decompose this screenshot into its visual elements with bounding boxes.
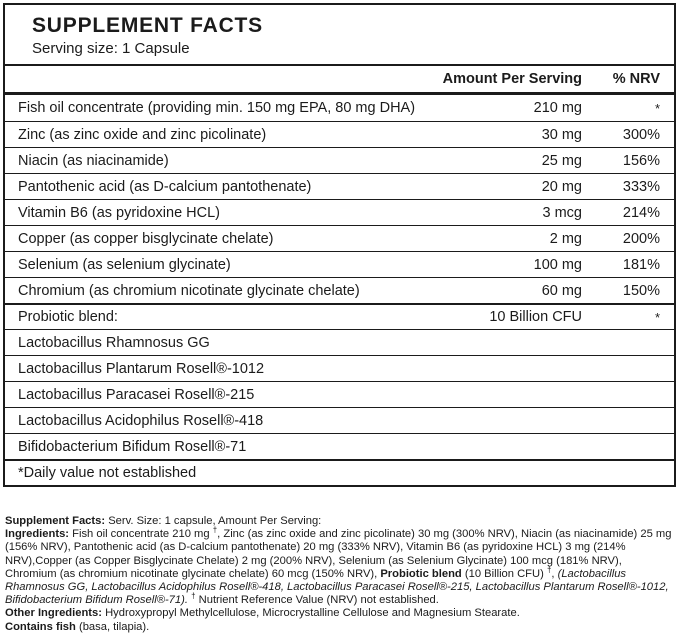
row-name: Chromium (as chromium nicotinate glycina…	[18, 282, 360, 299]
table-row-pantothenic-acid: Pantothenic acid (as D-calcium pantothen…	[5, 173, 674, 199]
table-row-l-plantarum: Lactobacillus Plantarum Rosell®-1012	[5, 355, 674, 381]
row-amount: 30 mg	[541, 126, 582, 143]
row-name: Fish oil concentrate (providing min. 150…	[18, 100, 416, 116]
row-amount: 60 mg	[541, 282, 582, 299]
table-column-header: Amount Per Serving % NRV	[5, 64, 674, 95]
row-name: Pantothenic acid (as D-calcium pantothen…	[18, 178, 312, 195]
row-name: *Daily value not established	[18, 465, 197, 481]
table-row-selenium: Selenium (as selenium glycinate) 100 mg …	[5, 251, 674, 277]
row-name: Copper (as copper bisglycinate chelate)	[18, 230, 274, 247]
footnote-species-italic: (Lactobacillus Rhamnosus GG, Lactobacill…	[5, 567, 669, 607]
row-nrv: 200%	[622, 230, 660, 247]
row-name: Zinc (as zinc oxide and zinc picolinate)	[18, 126, 267, 143]
row-amount: 100 mg	[533, 256, 582, 273]
row-amount: 25 mg	[541, 152, 582, 169]
footnote-section: Supplement Facts: Serv. Size: 1 capsule,…	[5, 515, 675, 634]
footnote-ingredients-label: Ingredients:	[5, 528, 70, 541]
row-amount: 3 mcg	[542, 204, 583, 221]
row-name: Lactobacillus Paracasei Rosell®-215	[18, 386, 255, 403]
footnote-serving-label: Supplement Facts:	[5, 515, 106, 527]
row-name: Bifidobacterium Bifidum Rosell®-71	[18, 438, 247, 455]
footnote-contains-label: Contains fish	[5, 620, 76, 633]
table-row-b-bifidum: Bifidobacterium Bifidum Rosell®-71	[5, 433, 674, 459]
row-name: Lactobacillus Rhamnosus GG	[18, 334, 210, 351]
row-amount: 210 mg	[533, 100, 582, 116]
row-nrv: 156%	[622, 152, 660, 169]
row-name: Lactobacillus Acidophilus Rosell®-418	[18, 412, 264, 429]
table-row-zinc: Zinc (as zinc oxide and zinc picolinate)…	[5, 121, 674, 147]
row-nrv: 181%	[622, 256, 660, 273]
footnote-probiotic-bold: Probiotic blend	[380, 567, 462, 580]
facts-title: SUPPLEMENT FACTS	[32, 14, 263, 37]
panel-header: SUPPLEMENT FACTS Serving size: 1 Capsule	[5, 5, 674, 64]
column-header-amount: Amount Per Serving	[442, 71, 582, 87]
footnote-other-label: Other Ingredients:	[5, 607, 102, 620]
row-amount: 2 mg	[549, 230, 582, 247]
serving-size: Serving size: 1 Capsule	[32, 40, 190, 57]
footnote-text: ,	[551, 567, 558, 580]
footnote-other-ingredients: Other Ingredients: Hydroxypropyl Methylc…	[5, 607, 675, 620]
supplement-facts-panel: SUPPLEMENT FACTS Serving size: 1 Capsule…	[3, 3, 676, 487]
table-row-chromium: Chromium (as chromium nicotinate glycina…	[5, 277, 674, 303]
row-name: Selenium (as selenium glycinate)	[18, 256, 231, 273]
table-row-fish-oil: Fish oil concentrate (providing min. 150…	[5, 95, 674, 121]
table-row-daily-value-note: *Daily value not established	[5, 459, 674, 485]
footnote-text: Fish oil concentrate 210 mg	[69, 528, 213, 541]
footnote-serving-text: Serv. Size: 1 capsule, Amount Per Servin…	[105, 515, 322, 527]
footnote-ingredients: Ingredients: Fish oil concentrate 210 mg…	[5, 525, 675, 607]
row-nrv: *	[654, 100, 660, 116]
dagger-symbol: †	[212, 525, 218, 535]
table-row-probiotic-blend: Probiotic blend: 10 Billion CFU *	[5, 303, 674, 329]
row-nrv: 214%	[622, 204, 660, 221]
row-nrv: 333%	[622, 178, 660, 195]
footnote-serving-line: Supplement Facts: Serv. Size: 1 capsule,…	[5, 515, 675, 528]
table-row-l-paracasei: Lactobacillus Paracasei Rosell®-215	[5, 381, 674, 407]
footnote-text: , Zinc (as zinc oxide and zinc picolinat…	[5, 528, 672, 580]
table-row-copper: Copper (as copper bisglycinate chelate) …	[5, 225, 674, 251]
column-header-nrv: % NRV	[612, 71, 660, 87]
row-name: Probiotic blend:	[18, 309, 118, 325]
row-amount: 10 Billion CFU	[489, 309, 582, 325]
table-row-niacin: Niacin (as niacinamide) 25 mg 156%	[5, 147, 674, 173]
table-row-vitamin-b6: Vitamin B6 (as pyridoxine HCL) 3 mcg 214…	[5, 199, 674, 225]
footnote-nrv-note: Nutrient Reference Value (NRV) not estab…	[195, 594, 439, 607]
row-nrv: *	[654, 309, 660, 325]
footnote-contains: Contains fish (basa, tilapia).	[5, 621, 675, 634]
row-name: Lactobacillus Plantarum Rosell®-1012	[18, 360, 265, 377]
footnote-contains-text: (basa, tilapia).	[75, 620, 150, 633]
dagger-symbol: †	[546, 565, 552, 575]
row-name: Niacin (as niacinamide)	[18, 152, 169, 169]
row-nrv: 300%	[622, 126, 660, 143]
table-row-l-acidophilus: Lactobacillus Acidophilus Rosell®-418	[5, 407, 674, 433]
row-name: Vitamin B6 (as pyridoxine HCL)	[18, 204, 221, 221]
table-row-l-rhamnosus: Lactobacillus Rhamnosus GG	[5, 329, 674, 355]
row-nrv: 150%	[622, 282, 660, 299]
dagger-symbol: †	[191, 591, 196, 601]
row-amount: 20 mg	[541, 178, 582, 195]
footnote-text: (10 Billion CFU)	[461, 567, 547, 580]
footnote-other-text: Hydroxypropyl Methylcellulose, Microcrys…	[101, 607, 520, 620]
